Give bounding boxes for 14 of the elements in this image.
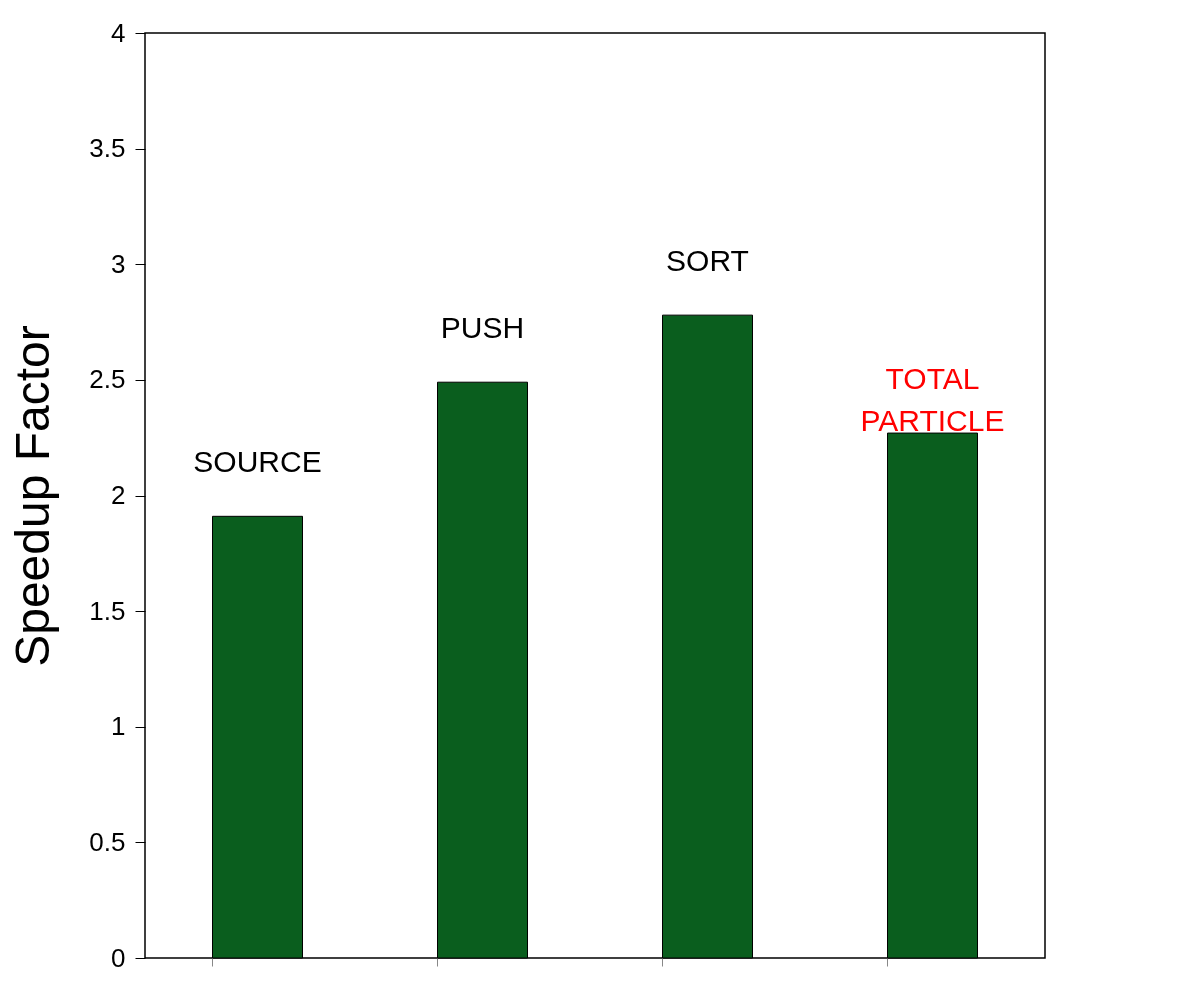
- y-tick-label: 2.5: [89, 364, 126, 395]
- x-tick-label: SOURCE: [193, 445, 322, 479]
- y-tick-label: 4: [111, 17, 126, 48]
- y-tick-label: 0.5: [89, 826, 126, 857]
- y-tick-label: 2: [111, 480, 126, 510]
- y-tick-label: 3.5: [89, 133, 126, 164]
- x-tick-label: SORT: [666, 244, 749, 278]
- y-axis-title: Speedup Factor: [6, 325, 60, 667]
- y-tick-label: 1: [111, 711, 126, 742]
- x-tick-label: PUSH: [440, 311, 525, 345]
- y-tick-label: 3: [111, 248, 126, 279]
- y-tick-label: 0: [111, 942, 126, 973]
- x-tick-label: TOTAL PARTICLE: [860, 362, 1005, 438]
- y-tick-label: 1.5: [89, 595, 126, 626]
